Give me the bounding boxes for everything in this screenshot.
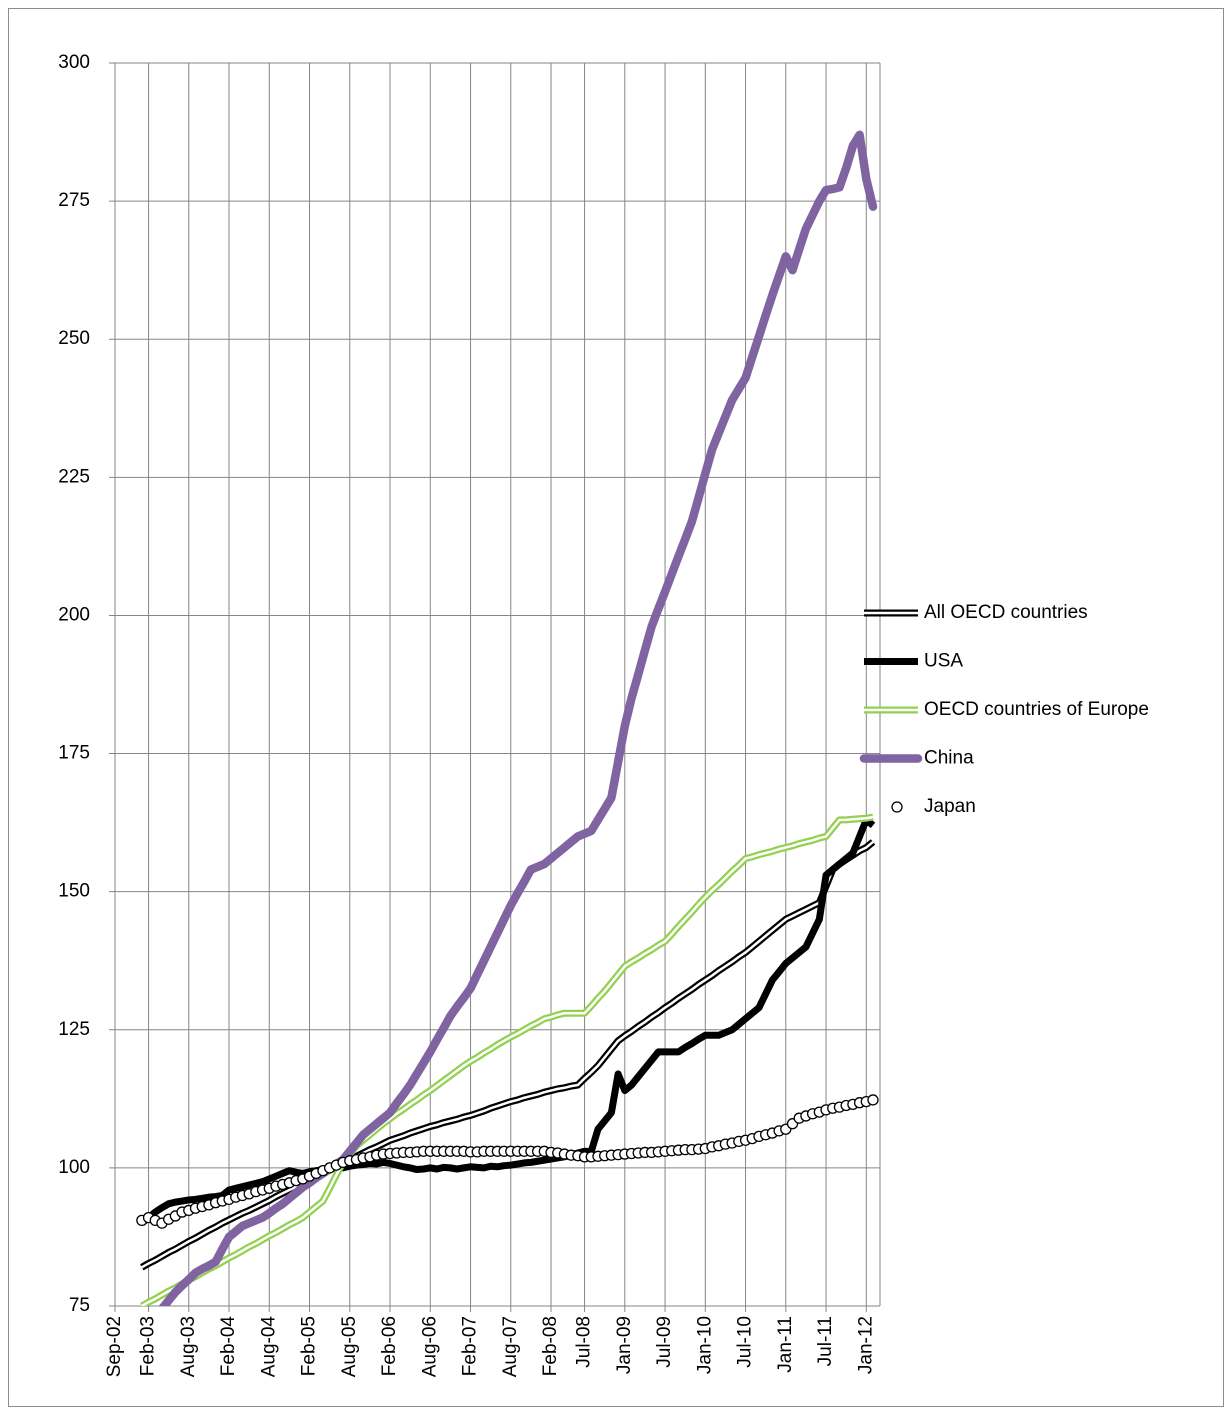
legend-label: China (924, 748, 974, 769)
y-tick-label: 225 (58, 466, 90, 487)
x-tick-label: Jan-12 (855, 1316, 876, 1374)
y-tick-label: 125 (58, 1019, 90, 1040)
x-tick-label: Jul-08 (574, 1316, 595, 1368)
y-tick-label: 175 (58, 743, 90, 764)
y-tick-label: 200 (58, 604, 90, 625)
x-tick-label: Jul-11 (815, 1316, 836, 1366)
y-tick-label: 300 (58, 52, 90, 73)
chart-border (8, 8, 1224, 1407)
x-tick-label: Aug-03 (178, 1316, 199, 1377)
series-line (158, 130, 878, 1306)
x-tick-label: Aug-04 (258, 1316, 279, 1378)
series-line-inner (141, 840, 874, 1269)
x-tick-label: Feb-07 (460, 1316, 481, 1376)
series-line (139, 816, 876, 1226)
legend-label: USA (924, 651, 963, 672)
plot-area (136, 130, 879, 1306)
x-tick-label: Sep-02 (104, 1316, 125, 1377)
x-tick-label: Feb-08 (540, 1316, 561, 1376)
x-tick-label: Jan-09 (614, 1316, 635, 1374)
x-tick-label: Aug-05 (339, 1316, 360, 1377)
x-tick-label: Aug-07 (500, 1316, 521, 1377)
labels: 75 100 125 150 175 200 225 250 275 300 Sep-02 Feb-0… (58, 52, 1149, 1377)
marker (867, 1094, 879, 1106)
x-tick-label: Jul-09 (654, 1316, 675, 1368)
y-tick-label: 75 (69, 1295, 90, 1316)
x-tick-label: Jul-10 (735, 1316, 756, 1368)
legend-label: OECD countries of Europe (924, 699, 1149, 720)
y-tick-label: 100 (58, 1157, 90, 1178)
x-tick-label: Aug-06 (419, 1316, 440, 1377)
x-tick-label: Feb-03 (138, 1316, 159, 1376)
x-tick-label: Jan-11 (775, 1316, 796, 1373)
grid (109, 62, 881, 1312)
y-tick-label: 250 (58, 328, 90, 349)
x-tick-label: Feb-04 (218, 1316, 239, 1377)
legend-label: All OECD countries (924, 602, 1088, 623)
legend-label: Japan (924, 796, 976, 817)
x-tick-label: Jan-10 (694, 1316, 715, 1374)
x-tick-label: Feb-05 (299, 1316, 320, 1376)
y-tick-label: 275 (58, 190, 90, 211)
x-tick-label: Feb-06 (379, 1316, 400, 1376)
legend-marker (891, 801, 903, 813)
y-tick-label: 150 (58, 881, 90, 902)
series-line-inner (141, 815, 874, 1306)
